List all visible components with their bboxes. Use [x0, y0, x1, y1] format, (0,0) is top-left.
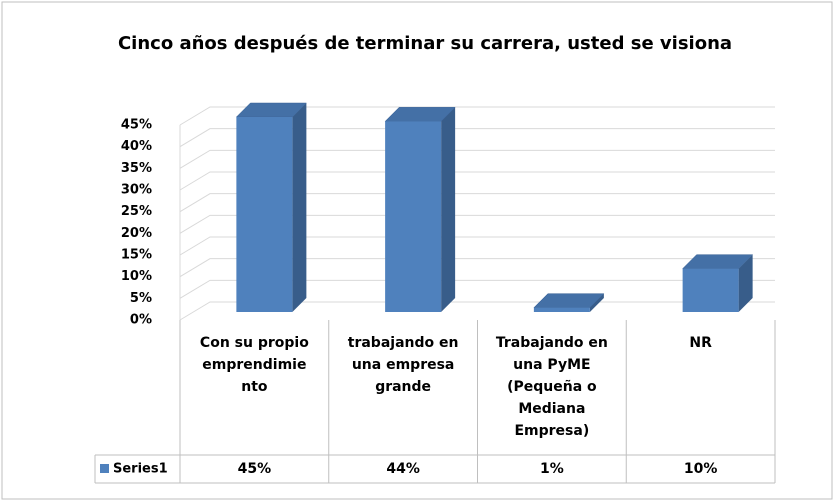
bar-side [441, 107, 456, 312]
data-label: 1% [539, 461, 564, 477]
y-tick-label: 45% [121, 118, 152, 133]
y-tick-label: 40% [121, 139, 152, 154]
bar [533, 307, 590, 312]
grid-line [179, 171, 775, 191]
bar-side [292, 103, 307, 312]
y-tick-label: 25% [121, 204, 152, 219]
grid-line [179, 279, 775, 299]
y-tick-label: 30% [121, 183, 152, 198]
bar [385, 121, 442, 312]
data-label: 45% [237, 461, 272, 477]
data-label: 10% [683, 461, 718, 477]
bar [682, 268, 739, 312]
grid-line [179, 106, 775, 126]
category-label: NR [689, 335, 712, 351]
bar-side [738, 254, 753, 312]
grid-line [179, 214, 775, 234]
grid-line [179, 149, 775, 169]
category-label: trabajando en una empresa grande [347, 335, 459, 395]
category-label: Con su propio emprendimiento [199, 335, 309, 395]
legend-label: Series1 [113, 462, 168, 477]
bar [236, 117, 293, 312]
data-label: 44% [386, 461, 420, 477]
bar-side [589, 293, 604, 312]
legend-swatch [100, 464, 109, 473]
y-tick-label: 10% [121, 269, 152, 284]
category-label: Trabajando en una PyME (Pequeña o Median… [495, 335, 608, 439]
y-tick-label: 0% [130, 313, 152, 328]
y-tick-label: 35% [121, 161, 152, 176]
grid-line [179, 236, 775, 256]
chart-title: Cinco años después de terminar su carrer… [118, 33, 732, 54]
grid-line [179, 193, 775, 213]
y-tick-label: 20% [121, 226, 152, 241]
y-tick-label: 5% [130, 291, 152, 306]
grid-line [179, 258, 775, 278]
grid-line [179, 128, 775, 148]
y-tick-label: 15% [121, 248, 152, 263]
